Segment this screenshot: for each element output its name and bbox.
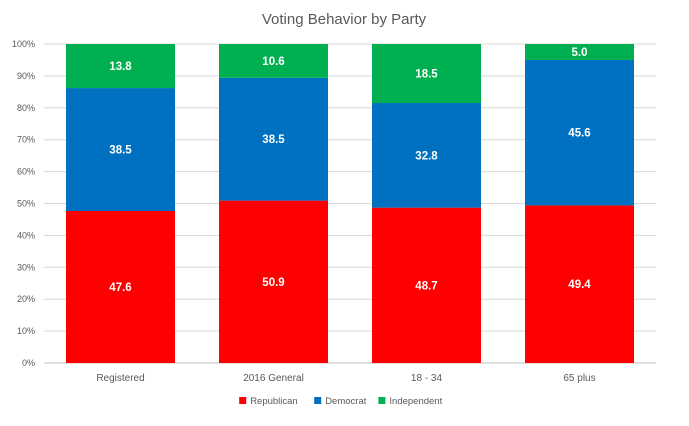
data-label: 45.6 bbox=[568, 128, 590, 140]
y-tick-label: 50% bbox=[17, 199, 35, 209]
y-tick-label: 100% bbox=[12, 39, 35, 49]
y-tick-label: 80% bbox=[17, 103, 35, 113]
y-axis-ticks: 0% 10% 20% 30% 40% 50% 60% 70% 80% 90% 100% bbox=[12, 39, 35, 368]
legend-label: Independent bbox=[389, 396, 442, 407]
y-tick-label: 60% bbox=[17, 167, 35, 177]
legend-item-republican: Republican bbox=[239, 396, 298, 407]
data-label: 38.5 bbox=[109, 145, 132, 157]
bar-segment-democrat bbox=[525, 59, 634, 206]
y-tick-label: 40% bbox=[17, 230, 35, 240]
bar-segment-republican bbox=[525, 205, 634, 363]
data-label: 32.8 bbox=[415, 150, 438, 162]
bars bbox=[66, 44, 634, 363]
bar-segment-democrat bbox=[219, 77, 328, 201]
legend-item-democrat: Democrat bbox=[314, 396, 367, 407]
data-label: 47.6 bbox=[109, 282, 131, 294]
bar-segment-independent bbox=[372, 44, 481, 104]
data-labels: 47.6 38.5 13.8 50.9 38.5 10.6 48.7 32.8 18.5 49.4… bbox=[109, 47, 591, 294]
x-axis-categories: Registered 2016 General 18 - 34 65 plus bbox=[96, 373, 595, 384]
legend-label: Democrat bbox=[325, 396, 367, 407]
x-tick-label: Registered bbox=[96, 373, 144, 384]
bar-segment-republican bbox=[219, 200, 328, 363]
data-label: 48.7 bbox=[415, 280, 437, 292]
legend-swatch bbox=[378, 397, 386, 404]
y-tick-label: 90% bbox=[17, 71, 35, 81]
legend-swatch bbox=[239, 397, 247, 404]
y-tick-label: 20% bbox=[17, 294, 35, 304]
legend-label: Republican bbox=[250, 396, 298, 407]
legend: Republican Democrat Independent bbox=[239, 396, 443, 407]
y-tick-label: 0% bbox=[22, 358, 35, 368]
x-tick-label: 65 plus bbox=[563, 373, 595, 384]
data-label: 10.6 bbox=[262, 56, 284, 68]
y-tick-label: 10% bbox=[17, 326, 35, 336]
bar-segment-independent bbox=[219, 44, 328, 78]
data-label: 50.9 bbox=[262, 277, 284, 289]
data-label: 13.8 bbox=[109, 61, 132, 73]
x-tick-label: 18 - 34 bbox=[411, 373, 443, 384]
bar-segment-democrat bbox=[372, 103, 481, 208]
x-tick-label: 2016 General bbox=[243, 373, 304, 384]
bar-segment-independent bbox=[66, 44, 175, 89]
legend-swatch bbox=[314, 397, 322, 404]
y-tick-label: 70% bbox=[17, 135, 35, 145]
data-label: 38.5 bbox=[262, 134, 285, 146]
data-label: 18.5 bbox=[415, 69, 438, 81]
bar-segment-independent bbox=[525, 44, 634, 60]
y-tick-label: 30% bbox=[17, 262, 35, 272]
bar-segment-democrat bbox=[66, 88, 175, 212]
bar-segment-republican bbox=[66, 211, 175, 363]
bar-segment-republican bbox=[372, 207, 481, 363]
data-label: 5.0 bbox=[572, 47, 588, 59]
data-label: 49.4 bbox=[568, 279, 591, 291]
legend-item-independent: Independent bbox=[378, 396, 443, 407]
chart-title: Voting Behavior by Party bbox=[262, 11, 427, 28]
